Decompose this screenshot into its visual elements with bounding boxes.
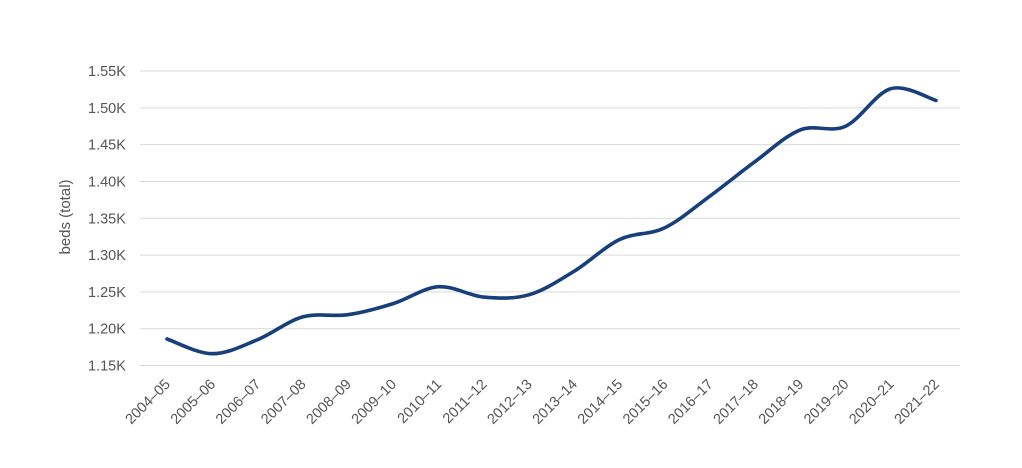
x-tick-label: 2017–18	[711, 377, 762, 428]
x-tick-label: 2007–08	[258, 377, 309, 428]
x-tick-label: 2010–11	[395, 377, 445, 427]
y-tick-label: 1.40K	[88, 174, 126, 190]
x-tick-label: 2004–05	[123, 377, 174, 428]
x-axis-ticks: 2004–052005–062006–072007–082008–092009–…	[123, 377, 943, 428]
x-tick-label: 2021–22	[892, 377, 943, 428]
x-tick-label: 2016–17	[665, 377, 716, 428]
y-tick-label: 1.25K	[88, 285, 126, 301]
y-tick-label: 1.55K	[88, 64, 126, 80]
x-tick-label: 2009–10	[349, 377, 400, 428]
y-tick-label: 1.15K	[88, 359, 126, 375]
y-tick-label: 1.30K	[88, 248, 126, 264]
x-tick-label: 2011–12	[440, 377, 490, 427]
y-axis-label: beds (total)	[57, 179, 74, 254]
y-tick-label: 1.20K	[88, 322, 126, 338]
gridlines	[140, 70, 960, 366]
x-tick-label: 2005–06	[168, 377, 219, 428]
y-axis-ticks: 1.15K 1.20K 1.25K 1.30K 1.35K 1.40K 1.45K 1.50K…	[88, 64, 126, 375]
x-tick-label: 2012–13	[484, 377, 535, 428]
y-tick-label: 1.50K	[88, 101, 126, 117]
series-group	[165, 86, 938, 356]
x-tick-label: 2008–09	[304, 377, 355, 428]
x-tick-label: 2018–19	[756, 377, 807, 428]
x-tick-label: 2019–20	[801, 377, 852, 428]
x-tick-label: 2015–16	[620, 377, 671, 428]
x-tick-label: 2020–21	[846, 377, 897, 428]
x-tick-label: 2006–07	[213, 377, 264, 428]
x-tick-label: 2014–15	[575, 377, 626, 428]
x-tick-label: 2013–14	[530, 377, 581, 428]
y-tick-label: 1.35K	[88, 211, 126, 227]
series-line	[165, 86, 938, 356]
y-tick-label: 1.45K	[88, 138, 126, 154]
